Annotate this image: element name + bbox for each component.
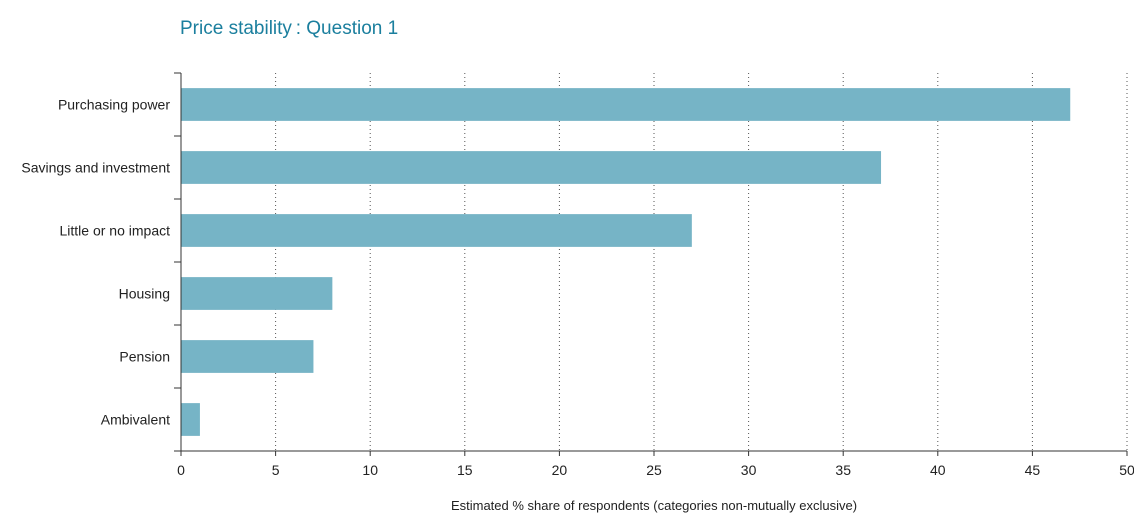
axes [174,72,1128,456]
x-tick-label: 10 [362,462,378,478]
bar [181,340,314,373]
category-label: Pension [119,349,170,365]
x-tick-label: 20 [552,462,568,478]
bar [181,277,333,310]
x-axis-title: Estimated % share of respondents (catego… [451,498,857,513]
bar [181,214,692,247]
x-tick-label: 30 [741,462,757,478]
x-tick-label: 25 [646,462,662,478]
x-tick-label: 50 [1119,462,1134,478]
category-label: Housing [119,286,170,302]
x-tick-label: 45 [1025,462,1041,478]
chart-title: Price stability : Question 1 [180,18,399,39]
category-label: Ambivalent [101,412,170,428]
category-label: Little or no impact [60,223,171,239]
x-tick-label: 35 [835,462,851,478]
x-tick-label: 40 [930,462,946,478]
x-tick-label: 0 [177,462,185,478]
category-label: Purchasing power [58,97,170,113]
category-label: Savings and investment [21,160,170,176]
bars [181,88,1071,436]
bar [181,403,200,436]
gridlines [275,73,1128,451]
bar [181,151,882,184]
bar [181,88,1071,121]
x-tick-label: 5 [272,462,280,478]
labels: 0 5 10 15 20 25 30 35 40 45 50 Purchasing power Savi… [21,97,1134,479]
x-tick-label: 15 [457,462,473,478]
